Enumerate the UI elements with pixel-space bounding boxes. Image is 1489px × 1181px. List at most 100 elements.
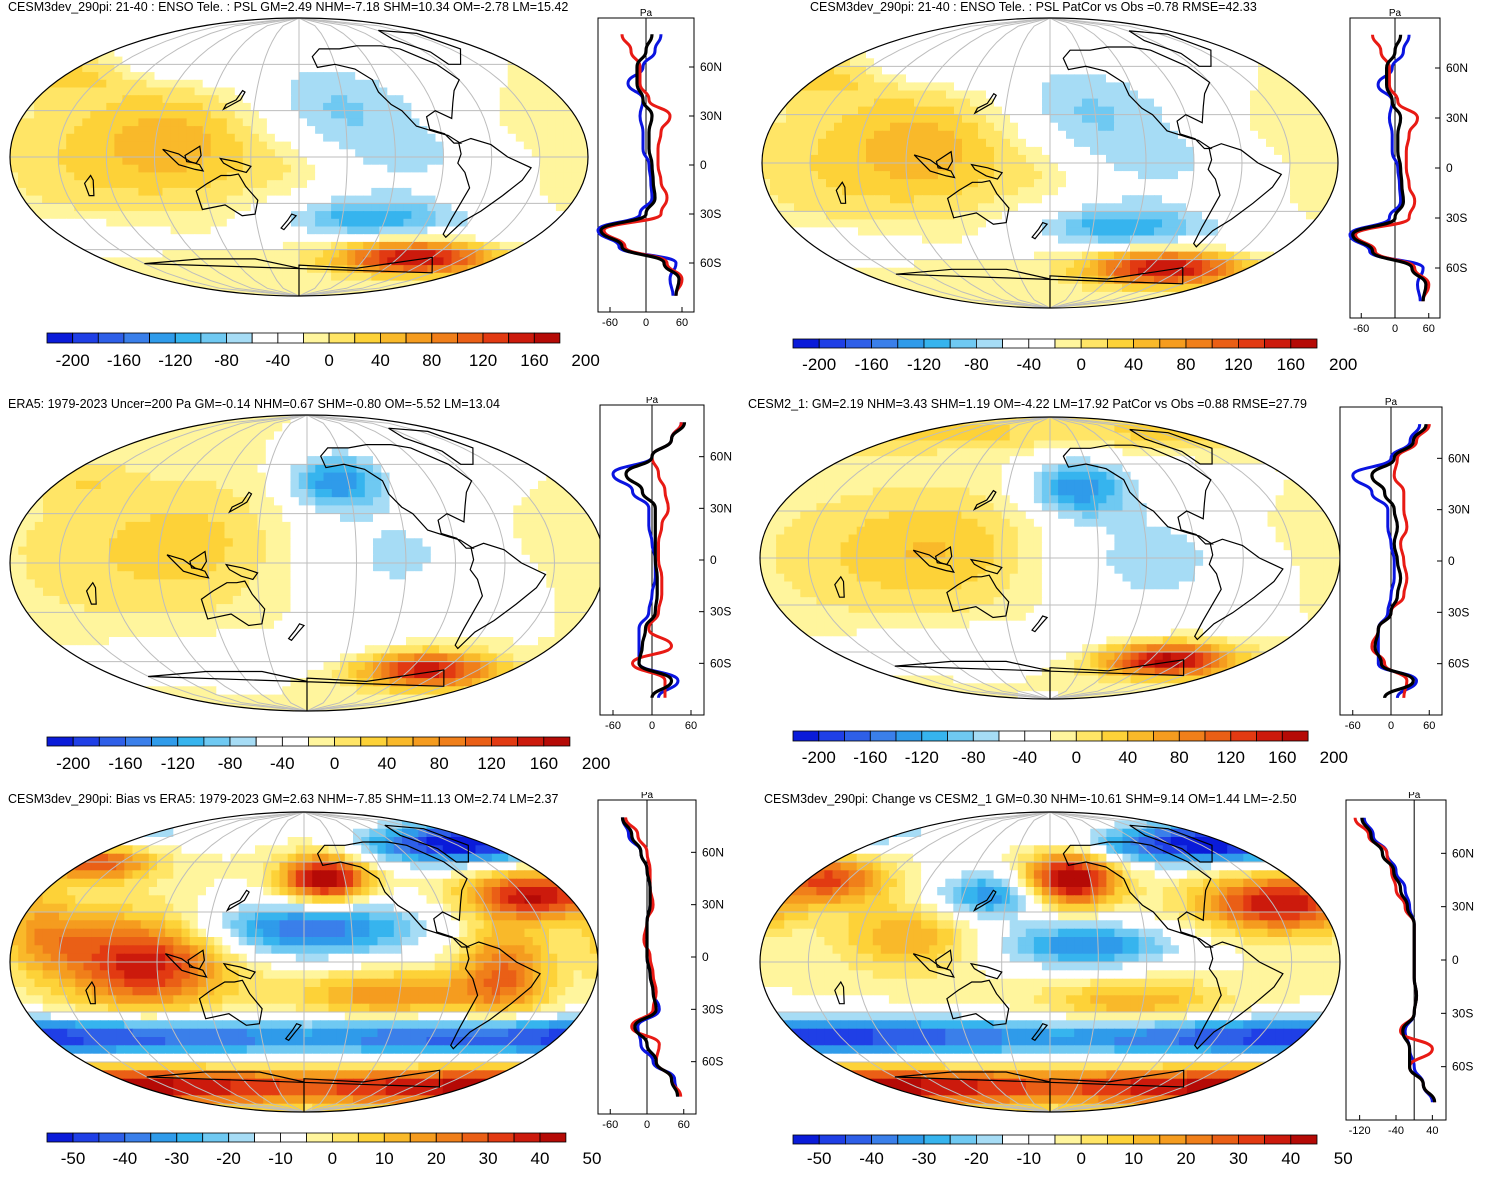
field-cell (42, 134, 51, 142)
field-cell (235, 188, 244, 196)
field-cell (1034, 123, 1043, 132)
field-cell (235, 49, 244, 57)
field-cell (978, 50, 987, 59)
field-cell (211, 33, 220, 41)
field-cell (524, 134, 533, 142)
field-cell (1178, 236, 1187, 245)
field-cell (1290, 34, 1299, 43)
field-cell (548, 288, 557, 296)
field-cell (500, 88, 509, 96)
field-cell (1210, 252, 1219, 261)
field-cell (946, 244, 955, 253)
field-cell (500, 18, 509, 26)
field-cell (1050, 252, 1059, 261)
field-cell (532, 41, 541, 49)
field-cell (419, 157, 428, 165)
field-cell (922, 99, 931, 108)
field-cell (540, 72, 549, 80)
field-cell (1298, 171, 1307, 180)
field-cell (10, 134, 19, 142)
field-cell (34, 57, 43, 65)
field-cell (1146, 171, 1155, 180)
field-cell (251, 172, 260, 180)
field-cell (267, 227, 276, 235)
field-cell (1178, 252, 1187, 261)
field-cell (540, 257, 549, 265)
field-cell (299, 250, 308, 258)
field-cell (1250, 42, 1259, 51)
field-cell (1330, 195, 1339, 204)
field-cell (130, 234, 139, 242)
field-cell (914, 147, 923, 156)
field-cell (1194, 219, 1203, 228)
field-cell (818, 219, 827, 228)
field-cell (1074, 219, 1083, 228)
field-cell (1322, 179, 1331, 188)
field-cell (163, 196, 172, 204)
field-cell (516, 33, 525, 41)
field-cell (786, 236, 795, 245)
field-cell (1274, 91, 1283, 100)
field-cell (171, 95, 180, 103)
field-cell (1042, 74, 1051, 83)
field-cell (90, 196, 99, 204)
field-cell (74, 134, 83, 142)
field-cell (427, 242, 436, 250)
field-cell (411, 188, 420, 196)
field-cell (427, 72, 436, 80)
field-cell (484, 250, 493, 258)
field-cell (1050, 82, 1059, 91)
field-cell (842, 171, 851, 180)
field-cell (82, 196, 91, 204)
field-cell (235, 103, 244, 111)
field-cell (532, 95, 541, 103)
field-cell (138, 180, 147, 188)
field-cell (1186, 163, 1195, 172)
field-cell (155, 227, 164, 235)
field-cell (1074, 203, 1083, 212)
field-cell (1010, 82, 1019, 91)
field-cell (58, 242, 67, 250)
field-cell (98, 41, 107, 49)
field-cell (1314, 34, 1323, 43)
field-cell (187, 57, 196, 65)
field-cell (1290, 179, 1299, 188)
field-cell (794, 219, 803, 228)
field-cell (331, 273, 340, 281)
field-cell (1082, 91, 1091, 100)
field-cell (1058, 147, 1067, 156)
field-cell (762, 252, 771, 261)
field-cell (1186, 236, 1195, 245)
field-cell (858, 42, 867, 51)
field-cell (572, 57, 581, 65)
field-cell (938, 163, 947, 172)
field-cell (235, 57, 244, 65)
field-cell (34, 203, 43, 211)
field-cell (1106, 139, 1115, 148)
field-cell (1322, 91, 1331, 100)
field-cell (508, 18, 517, 26)
field-cell (572, 250, 581, 258)
field-cell (10, 33, 19, 41)
colorbar-box (432, 333, 458, 343)
field-cell (10, 95, 19, 103)
field-cell (468, 134, 477, 142)
field-cell (403, 219, 412, 227)
field-cell (259, 196, 268, 204)
field-cell (898, 26, 907, 35)
field-cell (492, 41, 501, 49)
field-cell (1194, 163, 1203, 172)
field-cell (1146, 179, 1155, 188)
field-cell (355, 250, 364, 258)
field-cell (1290, 260, 1299, 269)
field-cell (419, 103, 428, 111)
field-cell (74, 126, 83, 134)
field-cell (818, 107, 827, 116)
field-cell (1122, 58, 1131, 67)
field-cell (74, 265, 83, 273)
field-cell (179, 18, 188, 26)
field-cell (548, 103, 557, 111)
field-cell (1074, 187, 1083, 196)
field-cell (532, 111, 541, 119)
field-cell (379, 203, 388, 211)
